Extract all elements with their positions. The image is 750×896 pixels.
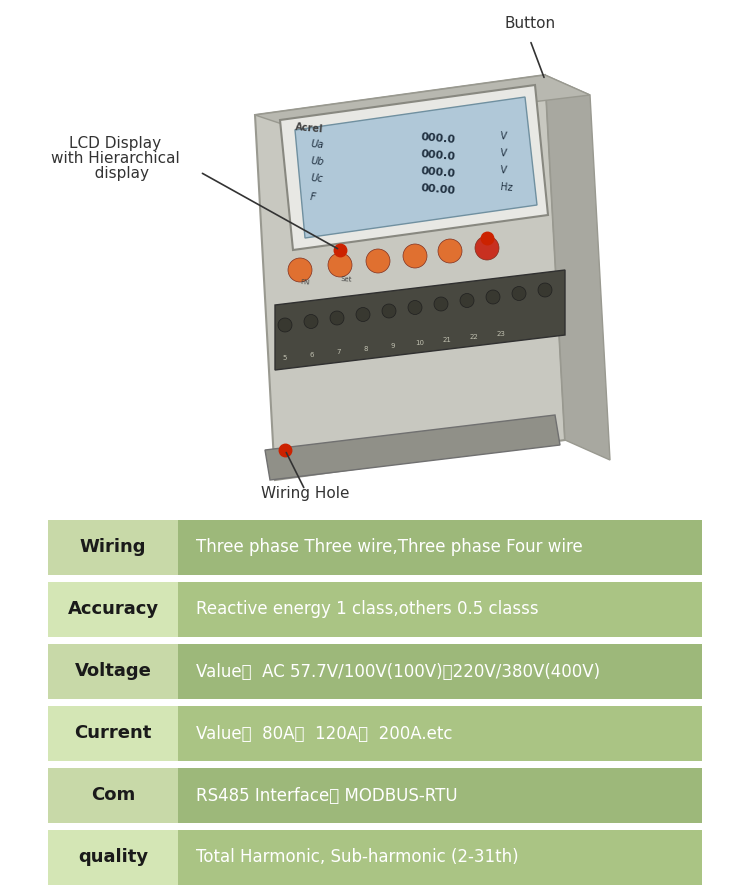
- Polygon shape: [255, 75, 590, 130]
- Text: 7: 7: [337, 349, 341, 355]
- Text: Reactive energy 1 class,others 0.5 classs: Reactive energy 1 class,others 0.5 class…: [196, 600, 538, 618]
- Text: Value：  AC 57.7V/100V(100V)、220V/380V(400V): Value： AC 57.7V/100V(100V)、220V/380V(400…: [196, 662, 600, 680]
- Circle shape: [408, 300, 422, 314]
- Text: V: V: [500, 132, 508, 142]
- Text: 000.0: 000.0: [420, 132, 455, 145]
- Bar: [48, 520, 178, 575]
- Circle shape: [288, 258, 312, 282]
- Circle shape: [438, 239, 462, 263]
- Circle shape: [460, 294, 474, 307]
- Bar: [178, 582, 702, 637]
- Bar: [178, 644, 702, 699]
- Bar: [48, 706, 178, 761]
- Circle shape: [434, 297, 448, 311]
- Text: Hz: Hz: [500, 182, 513, 193]
- Text: Three phase Three wire,Three phase Four wire: Three phase Three wire,Three phase Four …: [196, 538, 583, 556]
- Circle shape: [538, 283, 552, 297]
- Text: 5: 5: [283, 355, 287, 361]
- Bar: [178, 520, 702, 575]
- Bar: [178, 706, 702, 761]
- Circle shape: [304, 314, 318, 329]
- Text: Accuracy: Accuracy: [68, 600, 158, 618]
- Bar: [48, 644, 178, 699]
- Text: V: V: [500, 166, 508, 176]
- Polygon shape: [255, 75, 565, 480]
- Text: Current: Current: [74, 725, 152, 743]
- Text: 000.0: 000.0: [420, 166, 455, 179]
- Bar: [178, 830, 702, 885]
- Circle shape: [486, 290, 500, 304]
- Text: Button: Button: [505, 16, 556, 31]
- Circle shape: [330, 311, 344, 325]
- Polygon shape: [265, 415, 560, 480]
- Text: Com: Com: [91, 787, 135, 805]
- Text: Set: Set: [340, 276, 352, 283]
- Text: 22: 22: [470, 334, 478, 340]
- Text: 21: 21: [442, 337, 452, 343]
- Circle shape: [512, 287, 526, 300]
- Text: with Hierarchical: with Hierarchical: [51, 151, 179, 166]
- Text: 000.0: 000.0: [420, 149, 455, 162]
- Bar: [48, 830, 178, 885]
- Text: Total Harmonic, Sub-harmonic (2-31th): Total Harmonic, Sub-harmonic (2-31th): [196, 849, 519, 866]
- Polygon shape: [545, 75, 610, 460]
- Text: 9: 9: [391, 343, 395, 349]
- Text: LCD Display: LCD Display: [69, 136, 161, 151]
- Text: 6: 6: [310, 352, 314, 358]
- Circle shape: [328, 253, 352, 277]
- Polygon shape: [295, 97, 537, 238]
- Polygon shape: [275, 270, 565, 370]
- Circle shape: [382, 304, 396, 318]
- Bar: [178, 768, 702, 823]
- Text: Ua: Ua: [310, 139, 324, 150]
- Polygon shape: [280, 85, 548, 250]
- Circle shape: [475, 236, 499, 260]
- Circle shape: [403, 244, 427, 268]
- Text: Wiring: Wiring: [80, 538, 146, 556]
- Text: display: display: [80, 166, 149, 181]
- Text: 00.00: 00.00: [420, 183, 455, 196]
- Circle shape: [278, 318, 292, 332]
- Text: 23: 23: [496, 331, 506, 337]
- Text: 8: 8: [364, 346, 368, 352]
- Text: quality: quality: [78, 849, 148, 866]
- Text: 10: 10: [416, 340, 424, 346]
- Circle shape: [366, 249, 390, 273]
- Text: Value：  80A，  120A，  200A.etc: Value： 80A， 120A， 200A.etc: [196, 725, 452, 743]
- Circle shape: [356, 307, 370, 322]
- Text: Ub: Ub: [310, 156, 324, 167]
- Text: F: F: [310, 192, 316, 202]
- Text: Uc: Uc: [310, 173, 323, 184]
- Bar: [48, 582, 178, 637]
- Text: Wiring Hole: Wiring Hole: [261, 486, 350, 501]
- Text: V: V: [500, 149, 508, 159]
- Text: FN: FN: [300, 280, 310, 286]
- Text: Voltage: Voltage: [74, 662, 152, 680]
- Text: RS485 Interface、 MODBUS-RTU: RS485 Interface、 MODBUS-RTU: [196, 787, 458, 805]
- Text: Acrel: Acrel: [295, 122, 324, 134]
- Bar: [48, 768, 178, 823]
